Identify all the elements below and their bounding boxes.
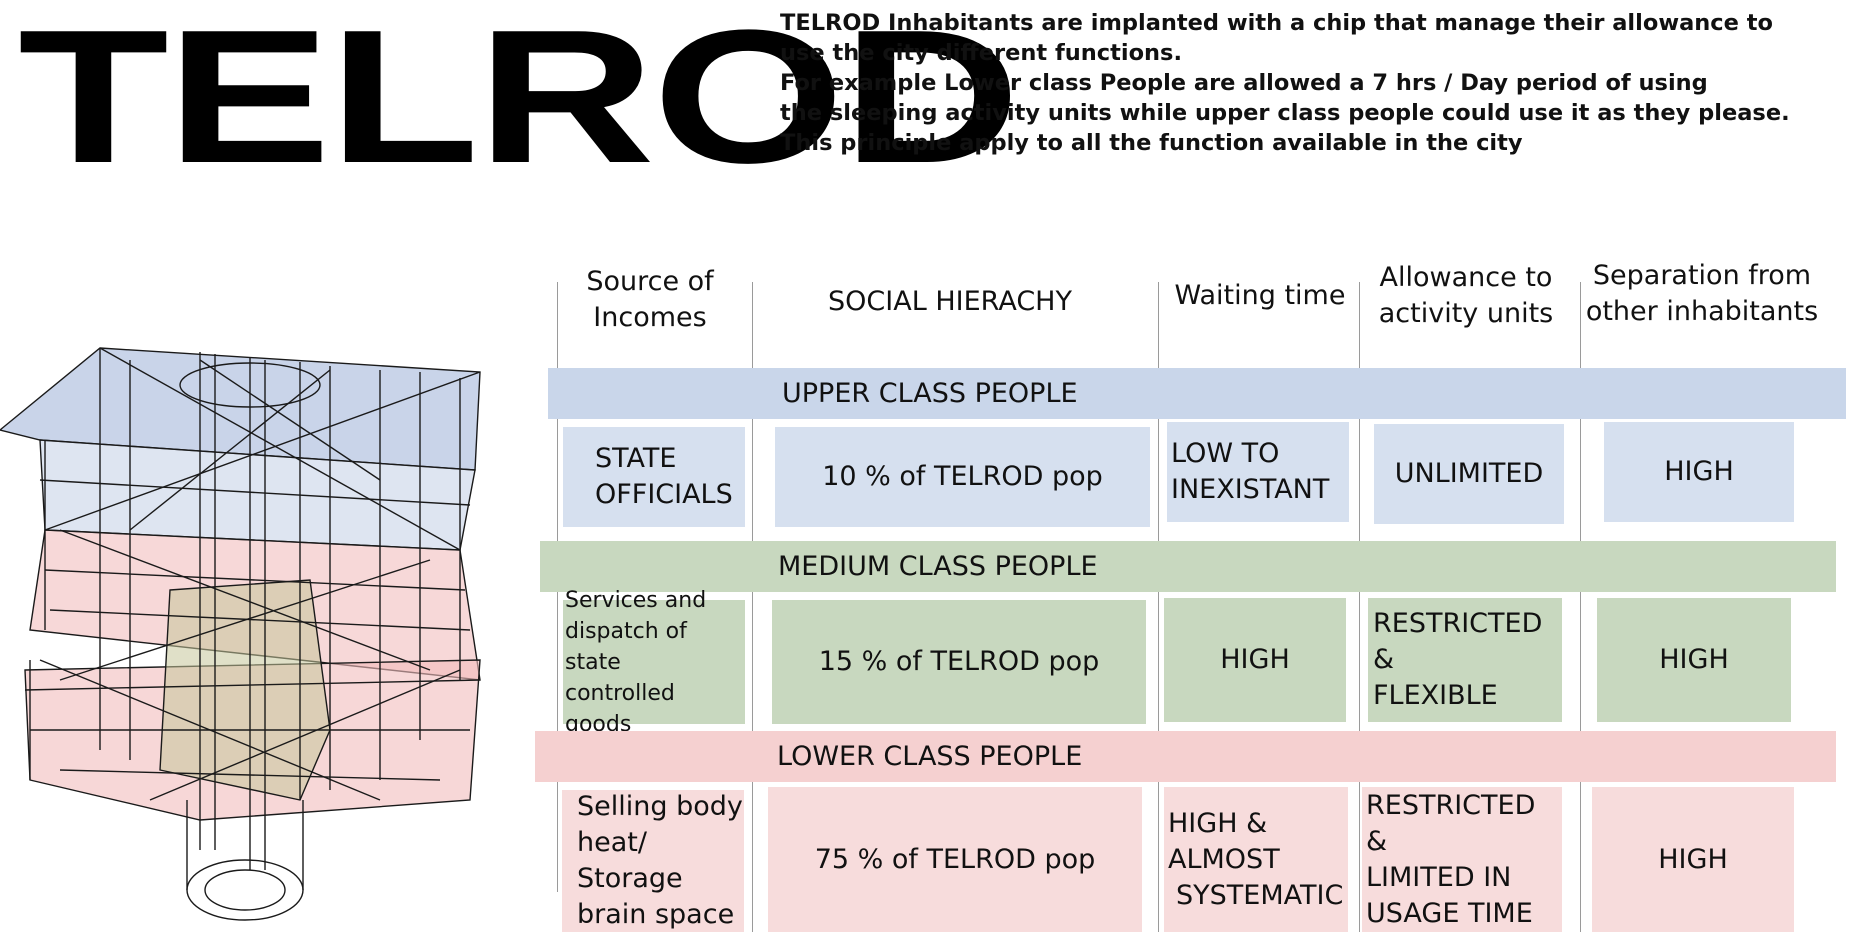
- cell-line: OFFICIALS: [595, 479, 733, 510]
- header-line: Source of: [586, 266, 714, 297]
- cell-line: LOW TO: [1171, 438, 1280, 469]
- band-lower-class: LOWER CLASS PEOPLE: [535, 731, 1836, 782]
- column-divider: [752, 282, 753, 932]
- cell-line: RESTRICTED &: [1366, 789, 1536, 857]
- intro-line: TELROD Inhabitants are implanted with a …: [780, 10, 1773, 36]
- header-line: Allowance to: [1379, 262, 1553, 293]
- column-header-hierarchy: SOCIAL HIERACHY: [780, 284, 1120, 320]
- cell-line: controlled goods: [565, 680, 675, 737]
- header-line: Incomes: [593, 302, 707, 333]
- cell-line: HIGH &: [1168, 807, 1268, 839]
- band-label: LOWER CLASS PEOPLE: [777, 741, 1083, 772]
- cell-line: RESTRICTED &: [1373, 608, 1543, 675]
- cell-medium-separation: HIGH: [1597, 598, 1791, 722]
- cell-lower-allowance: RESTRICTED & LIMITED IN USAGE TIME: [1362, 787, 1562, 932]
- cell-line: dispatch of state: [565, 618, 687, 675]
- band-label: MEDIUM CLASS PEOPLE: [778, 551, 1098, 582]
- header-line: SOCIAL HIERACHY: [828, 286, 1072, 317]
- cell-line: LIMITED IN: [1366, 861, 1512, 893]
- cell-upper-separation: HIGH: [1604, 422, 1794, 522]
- cell-lower-separation: HIGH: [1592, 787, 1794, 932]
- cell-line: Services and: [565, 587, 707, 613]
- cell-upper-source: STATE OFFICIALS: [563, 427, 745, 527]
- cell-line: INEXISTANT: [1171, 474, 1330, 505]
- intro-line: This principle apply to all the function…: [780, 130, 1523, 156]
- intro-line: use the city different functions.: [780, 40, 1182, 66]
- cell-medium-waiting: HIGH: [1164, 598, 1346, 722]
- cell-upper-allowance: UNLIMITED: [1374, 424, 1564, 524]
- column-divider: [1158, 282, 1159, 932]
- cell-value: HIGH: [1664, 456, 1734, 487]
- cell-line: heat/ Storage: [577, 827, 683, 894]
- cell-value: HIGH: [1659, 644, 1729, 675]
- header-line: Waiting time: [1174, 280, 1346, 311]
- cell-value: 10 % of TELROD pop: [822, 461, 1103, 492]
- intro-text: TELROD Inhabitants are implanted with a …: [780, 8, 1870, 158]
- wireframe-building-illustration: [0, 347, 481, 921]
- column-header-allowance: Allowance to activity units: [1366, 260, 1566, 332]
- cell-medium-hierarchy: 15 % of TELROD pop: [772, 600, 1146, 724]
- page-title: TELROD: [18, 0, 1020, 203]
- cell-line: Selling body: [577, 791, 743, 822]
- cell-line: FLEXIBLE: [1373, 680, 1498, 711]
- cell-line: STATE: [595, 443, 677, 474]
- cell-line: brain space: [577, 899, 735, 930]
- column-header-source: Source of Incomes: [565, 264, 735, 336]
- header-line: Separation from: [1592, 260, 1812, 291]
- cell-lower-hierarchy: 75 % of TELROD pop: [768, 787, 1142, 932]
- cell-value: 15 % of TELROD pop: [818, 646, 1100, 677]
- intro-line: For example Lower class People are allow…: [780, 70, 1708, 96]
- green-volume: [159, 579, 331, 801]
- cell-value: UNLIMITED: [1394, 458, 1544, 489]
- header-line: activity units: [1378, 298, 1554, 329]
- cell-value: HIGH: [1658, 843, 1728, 875]
- cell-line: USAGE TIME: [1366, 897, 1533, 929]
- column-divider: [1359, 282, 1360, 932]
- cell-value: HIGH: [1220, 644, 1290, 675]
- cell-medium-source: Services and dispatch of state controlled …: [563, 588, 745, 737]
- cell-lower-source: Selling body heat/ Storage brain space: [562, 790, 744, 932]
- cell-upper-hierarchy: 10 % of TELROD pop: [775, 427, 1150, 527]
- band-label: UPPER CLASS PEOPLE: [782, 378, 1078, 409]
- column-divider: [1580, 282, 1581, 932]
- cell-line: ALMOST: [1168, 843, 1280, 875]
- band-medium-class: MEDIUM CLASS PEOPLE: [540, 541, 1836, 592]
- cell-medium-allowance: RESTRICTED & FLEXIBLE: [1368, 598, 1562, 722]
- cell-value: 75 % of TELROD pop: [814, 843, 1096, 875]
- column-header-waiting: Waiting time: [1165, 278, 1355, 314]
- intro-line: the sleeping activity units while upper …: [780, 100, 1790, 126]
- cell-lower-waiting: HIGH & ALMOST SYSTEMATIC: [1164, 787, 1348, 932]
- header-line: other inhabitants: [1585, 296, 1819, 327]
- band-upper-class: UPPER CLASS PEOPLE: [548, 368, 1846, 419]
- column-header-separation: Separation from other inhabitants: [1582, 258, 1822, 330]
- cell-upper-waiting: LOW TO INEXISTANT: [1167, 422, 1349, 522]
- cell-line: SYSTEMATIC: [1176, 879, 1344, 911]
